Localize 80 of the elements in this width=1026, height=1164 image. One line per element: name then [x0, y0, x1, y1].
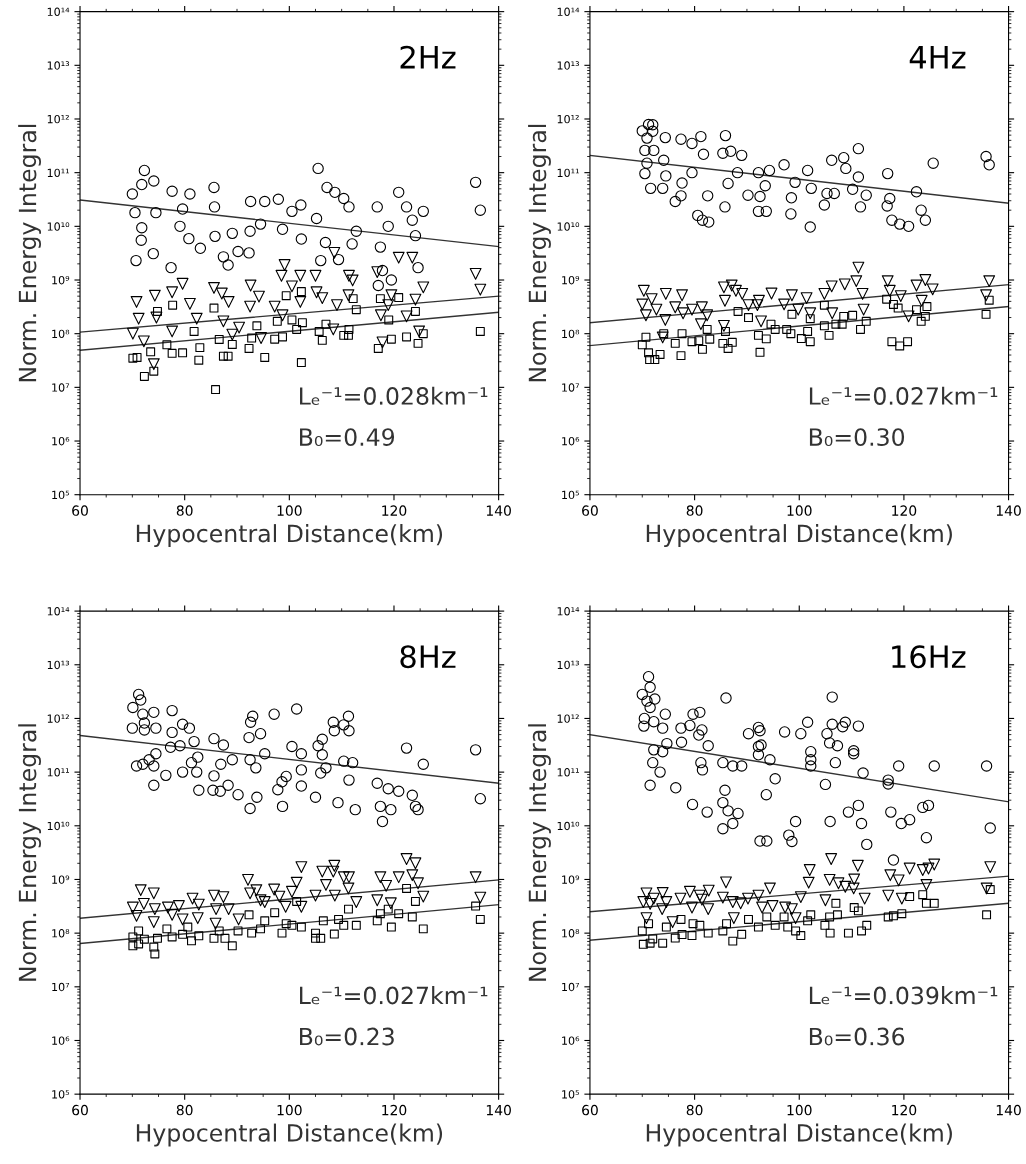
x-tick-label: 120	[892, 505, 917, 516]
annotation: Lₑ⁻¹=0.028km⁻¹	[300, 386, 488, 405]
y-tick-label: 10¹¹	[47, 168, 69, 178]
x-axis-title: Hypocentral Distance(km)	[646, 524, 952, 547]
y-tick-label: 10⁵	[562, 490, 579, 500]
x-tick-label: 60	[72, 505, 88, 516]
x-axis-title: Hypocentral Distance(km)	[136, 524, 443, 547]
x-tick-label: 60	[72, 1104, 88, 1116]
annotation: B₀=0.36	[809, 1027, 905, 1046]
y-tick-label: 10¹³	[557, 61, 579, 70]
y-tick-label: 10¹¹	[557, 768, 579, 777]
x-tick-label: 80	[176, 505, 193, 516]
x-tick-label: 120	[382, 1104, 407, 1116]
text: 4Hz	[909, 46, 966, 69]
y-axis-title: Norm. Energy Integral	[18, 124, 42, 382]
y-tick-label: 10¹⁰	[557, 821, 580, 831]
y-tick-label: 10¹¹	[47, 768, 69, 777]
annotation: B₀=0.49	[300, 428, 395, 446]
x-tick-label: 100	[277, 1104, 302, 1116]
x-tick-label: 100	[787, 1104, 812, 1116]
y-tick-label: 10⁹	[562, 275, 580, 285]
y-tick-label: 10⁶	[562, 1036, 580, 1045]
y-tick-label: 10¹⁴	[557, 7, 580, 17]
x-axis-title: Hypocentral Distance(km)	[646, 1123, 952, 1147]
y-tick-label: 10⁶	[52, 437, 70, 446]
y-axis-title: Norm. Energy Integral	[18, 724, 42, 981]
y-tick-label: 10⁸	[52, 929, 70, 938]
x-axis-title: Hypocentral Distance(km)	[136, 1123, 443, 1147]
y-tick-label: 10¹²	[47, 114, 69, 124]
annotation: Lₑ⁻¹=0.027km⁻¹	[300, 986, 488, 1005]
x-tick-label: 140	[486, 505, 511, 516]
y-tick-label: 10¹²	[47, 714, 69, 723]
annotation: Lₑ⁻¹=0.039km⁻¹	[809, 986, 998, 1005]
y-tick-label: 10⁹	[52, 275, 70, 285]
y-tick-label: 10⁶	[52, 1036, 70, 1045]
annotation: B₀=0.23	[300, 1027, 394, 1046]
text: 16Hz	[892, 645, 966, 669]
y-tick-label: 10⁷	[52, 982, 70, 992]
y-tick-label: 10¹⁴	[47, 607, 70, 616]
y-tick-label: 10⁸	[562, 329, 580, 339]
x-tick-label: 80	[176, 1104, 193, 1116]
y-tick-label: 10¹⁰	[47, 222, 70, 231]
y-tick-label: 10⁸	[52, 329, 70, 339]
x-tick-label: 100	[277, 505, 302, 516]
y-tick-label: 10¹⁰	[557, 222, 580, 231]
y-axis-title: Norm. Energy Integral	[528, 124, 551, 382]
x-tick-label: 60	[582, 505, 598, 516]
y-tick-label: 10⁹	[52, 875, 70, 884]
x-tick-label: 140	[486, 1104, 511, 1116]
y-tick-label: 10⁷	[562, 982, 580, 992]
y-tick-label: 10¹³	[47, 660, 70, 670]
x-tick-label: 140	[996, 505, 1021, 516]
y-tick-label: 10⁹	[562, 875, 580, 884]
annotation: B₀=0.30	[809, 428, 905, 446]
text: 8Hz	[400, 645, 456, 669]
y-tick-label: 10¹¹	[557, 168, 579, 178]
y-tick-label: 10⁶	[562, 437, 580, 446]
y-tick-label: 10⁷	[562, 383, 580, 392]
y-tick-label: 10¹⁴	[47, 7, 70, 17]
y-tick-label: 10⁸	[562, 929, 580, 938]
x-tick-label: 140	[996, 1104, 1021, 1116]
y-tick-label: 10¹⁴	[557, 607, 580, 616]
y-tick-label: 10⁷	[52, 383, 70, 392]
y-tick-label: 10⁵	[562, 1090, 579, 1099]
x-tick-label: 60	[582, 1104, 598, 1116]
y-tick-label: 10⁵	[52, 1090, 70, 1099]
y-axis-title: Norm. Energy Integral	[528, 724, 551, 981]
y-tick-label: 10⁵	[52, 490, 70, 500]
x-tick-label: 80	[686, 1104, 703, 1116]
x-tick-label: 80	[686, 505, 703, 516]
x-tick-label: 120	[892, 1104, 917, 1116]
y-tick-label: 10¹²	[557, 114, 579, 124]
y-tick-label: 10¹³	[47, 61, 70, 70]
annotation: Lₑ⁻¹=0.027km⁻¹	[809, 386, 998, 405]
x-tick-label: 100	[787, 505, 812, 516]
y-tick-label: 10¹²	[557, 714, 579, 723]
x-tick-label: 120	[382, 505, 407, 516]
y-tick-label: 10¹³	[557, 660, 579, 670]
y-tick-label: 10¹⁰	[47, 821, 70, 831]
text: 2Hz	[400, 45, 456, 69]
